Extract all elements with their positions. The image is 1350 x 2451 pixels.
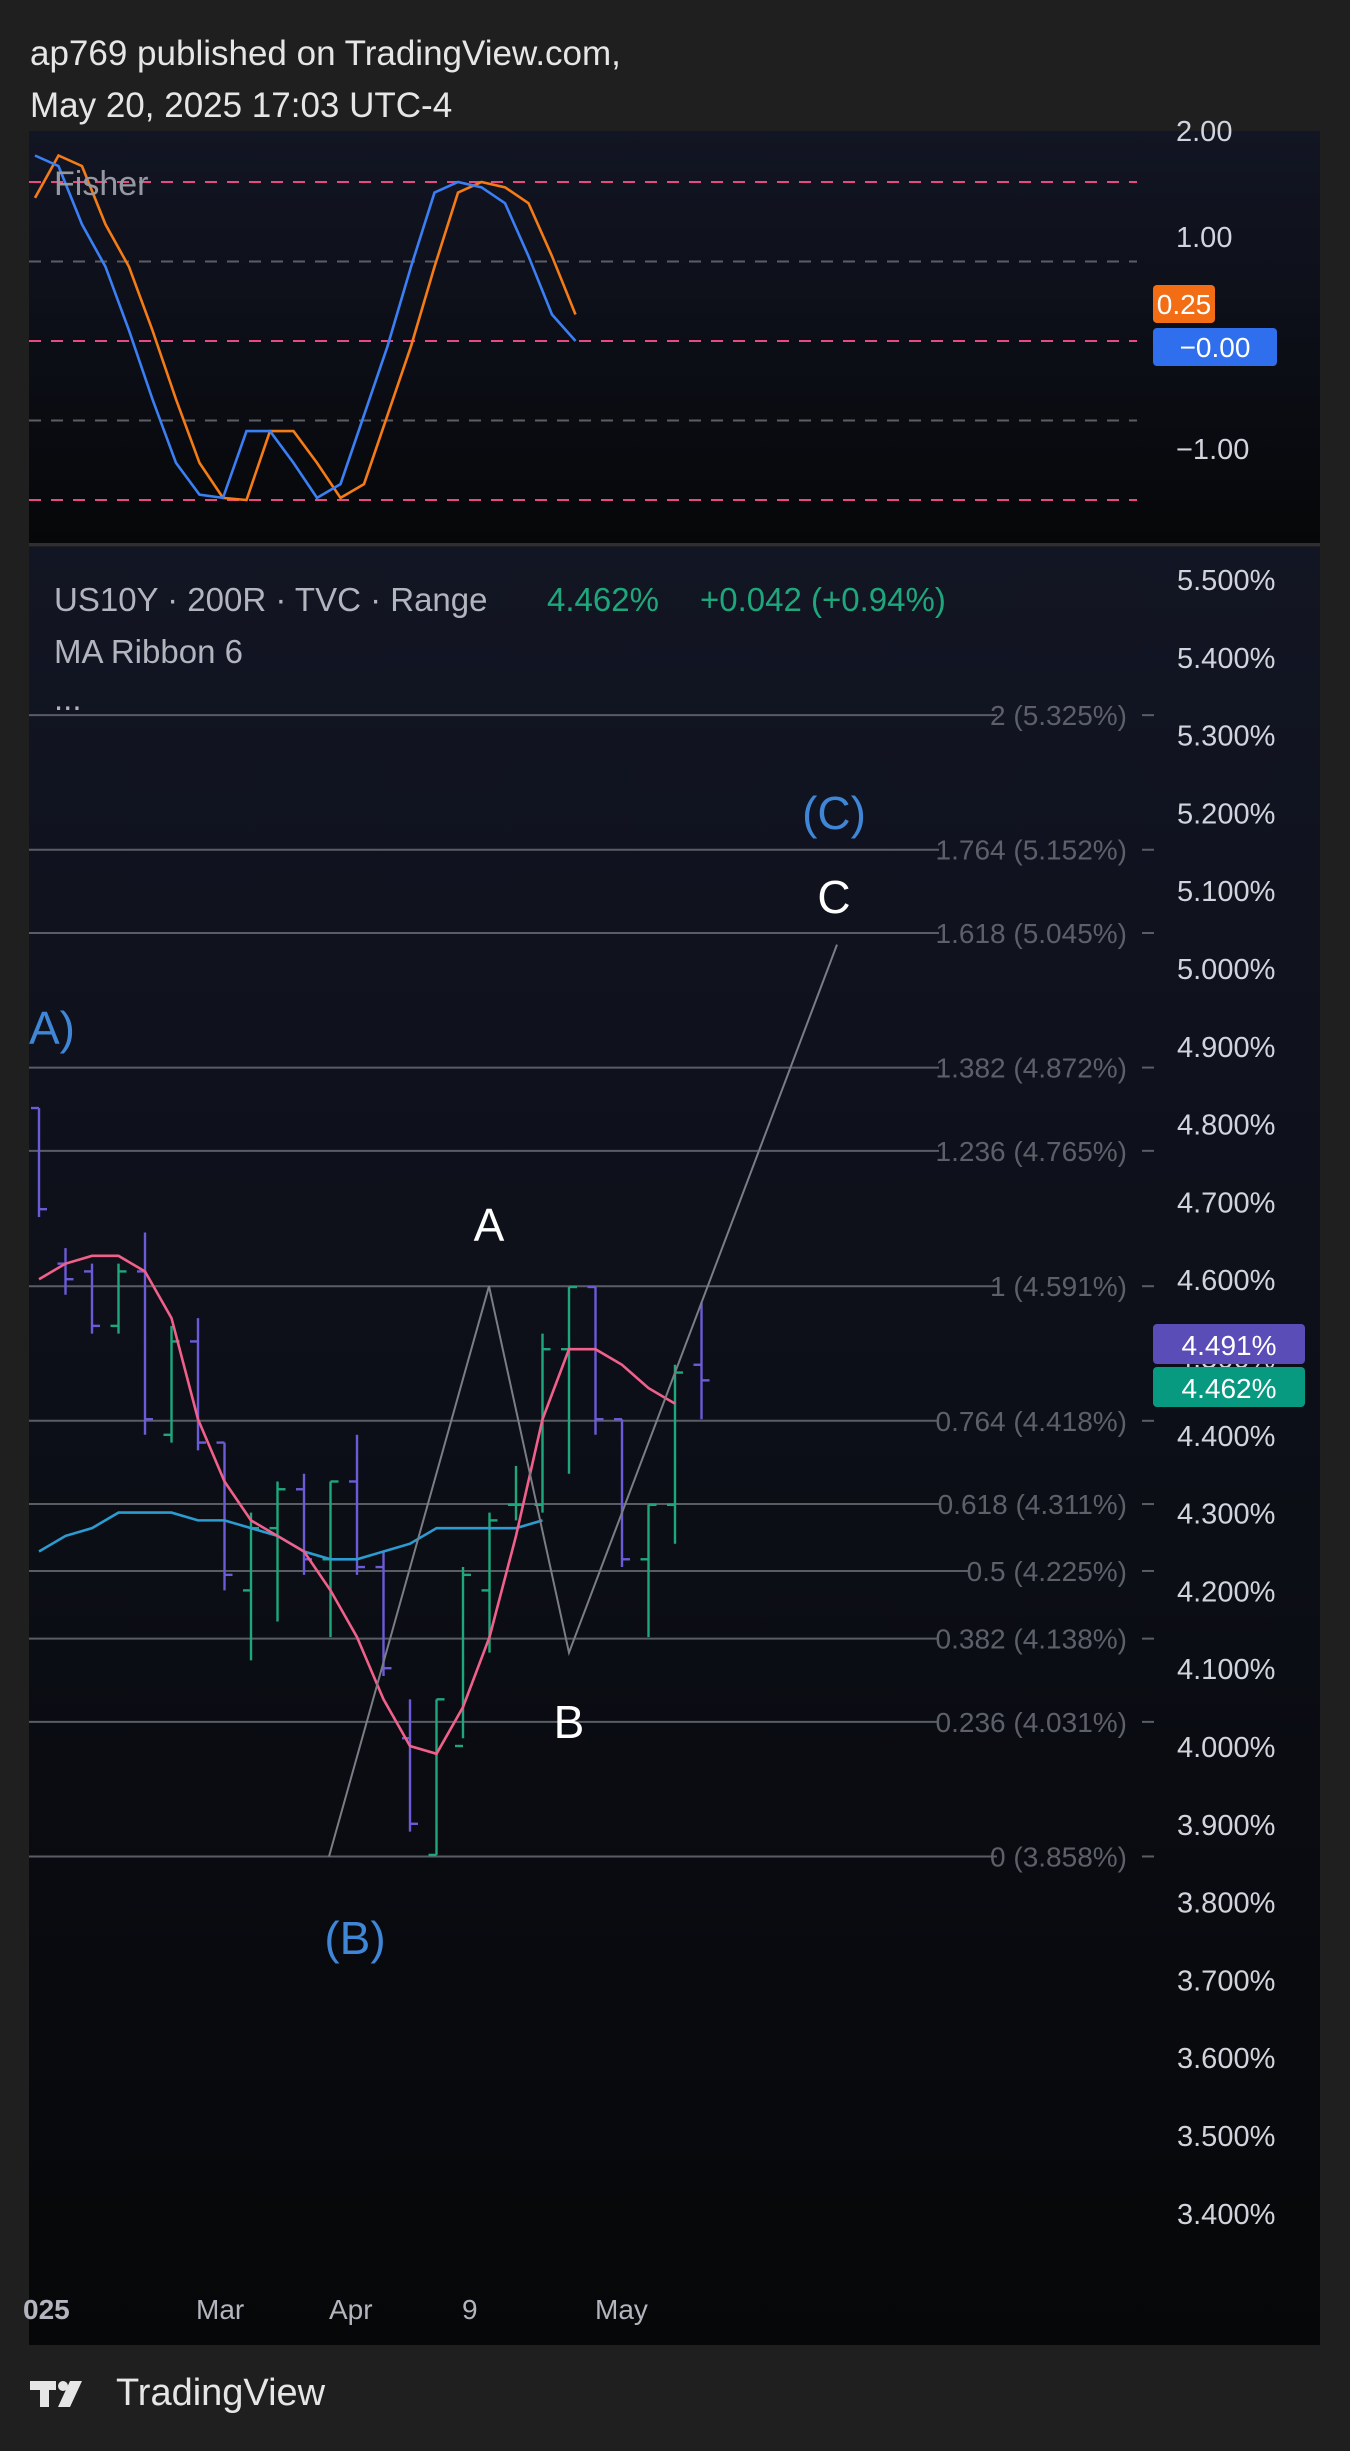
publish-date: May 20, 2025 17:03 UTC-4 [30, 86, 453, 125]
wave-projection-line [328, 944, 838, 1857]
pane-separator[interactable] [29, 543, 1320, 546]
publisher-line: ap769 published on TradingView.com, [30, 34, 621, 73]
fib-level-label: 1.764 (5.152%) [936, 835, 1127, 866]
wave-label-major-b: (B) [324, 1912, 385, 1964]
price-axis-tick: 3.700% [1177, 1965, 1275, 1997]
fisher-indicator-pane[interactable]: Fisher 2.00 1.00 −1.00 0.25 −0.00 [29, 116, 1320, 543]
fib-level-label: 0.5 (4.225%) [967, 1556, 1127, 1587]
time-axis-tick: 025 [23, 2294, 70, 2325]
price-axis-tick: 4.000% [1177, 1732, 1275, 1764]
tradingview-logo-icon [30, 2380, 82, 2407]
price-axis-tick: 4.200% [1177, 1576, 1275, 1608]
price-axis-tick: 5.000% [1177, 954, 1275, 986]
legend-more: ... [54, 680, 82, 717]
tradingview-logo[interactable]: TradingView [30, 2372, 325, 2415]
indicator-name: Fisher [54, 165, 148, 203]
wave-label-major-a: A) [29, 1002, 75, 1054]
time-axis-tick: Mar [196, 2294, 244, 2325]
legend-symbol: US10Y · 200R · TVC · Range [54, 581, 487, 618]
trigger-value-text: 0.25 [1157, 289, 1212, 320]
ma-ribbon-slow [38, 1511, 543, 1561]
fib-level-label: 0.764 (4.418%) [936, 1406, 1127, 1437]
price-axis-tick: 5.100% [1177, 876, 1275, 908]
fib-level-label: 0 (3.858%) [990, 1841, 1127, 1872]
fisher-line [34, 154, 577, 500]
wave-label-minor-a: A [474, 1199, 505, 1251]
fib-level-label: 1 (4.591%) [990, 1271, 1127, 1302]
price-axis-tick: 3.800% [1177, 1888, 1275, 1920]
ma-ribbon-fast [38, 1254, 676, 1756]
price-axis-tick: 5.300% [1177, 721, 1275, 753]
price-axis-tick: 4.400% [1177, 1421, 1275, 1453]
price-axis-tick: 5.200% [1177, 798, 1275, 830]
wave-label-minor-b: B [554, 1696, 585, 1748]
price-chart: 5.500% 5.400% 5.300% 5.200% 5.100% 5.000% 4.90… [23, 565, 1305, 2325]
price-axis-tick: 5.500% [1177, 565, 1275, 597]
fisher-axis-tick: 1.00 [1176, 222, 1232, 254]
fisher-chart: Fisher 2.00 1.00 −1.00 0.25 −0.00 [29, 116, 1277, 502]
legend-change: +0.042 (+0.94%) [700, 581, 946, 618]
wave-label-major-c: (C) [802, 787, 866, 839]
price-axis-tick: 4.700% [1177, 1187, 1275, 1219]
fisher-axis-tick: 2.00 [1176, 116, 1232, 148]
fib-level-label: 0.236 (4.031%) [936, 1707, 1127, 1738]
price-axis-tick: 3.600% [1177, 2043, 1275, 2075]
wave-label-minor-c: C [817, 871, 850, 923]
fib-level-label: 2 (5.325%) [990, 700, 1127, 731]
price-axis-tick: 5.400% [1177, 643, 1275, 675]
tradingview-wordmark: TradingView [116, 2372, 326, 2414]
price-axis-tick: 3.400% [1177, 2199, 1275, 2231]
trigger-value-badge [1153, 285, 1215, 323]
legend-price: 4.462% [547, 581, 659, 618]
price-axis-tick: 4.600% [1177, 1265, 1275, 1297]
time-axis-tick: 9 [462, 2294, 478, 2325]
fisher-value-text: −0.00 [1180, 332, 1251, 363]
price-axis-tick: 4.300% [1177, 1499, 1275, 1531]
time-axis-tick: May [595, 2294, 648, 2325]
price-axis-tick: 3.900% [1177, 1810, 1275, 1842]
fib-level-label: 1.236 (4.765%) [936, 1136, 1127, 1167]
fisher-trigger-line [33, 153, 577, 502]
last-price-text: 4.462% [1182, 1373, 1277, 1404]
ribbon-price-badge [1153, 1324, 1305, 1364]
price-axis-tick: 4.100% [1177, 1654, 1275, 1686]
publish-info: ap769 published on TradingView.com, May … [30, 28, 621, 132]
last-price-badge [1153, 1367, 1305, 1407]
price-axis-tick: 3.500% [1177, 2121, 1275, 2153]
fisher-axis-tick: −1.00 [1176, 434, 1249, 466]
fisher-value-badge [1153, 328, 1277, 366]
price-pane[interactable]: 5.500% 5.400% 5.300% 5.200% 5.100% 5.000% 4.90… [23, 547, 1320, 2345]
fib-level-label: 0.618 (4.311%) [938, 1489, 1127, 1520]
price-axis-tick: 4.900% [1177, 1032, 1275, 1064]
fib-level-label: 1.618 (5.045%) [936, 918, 1127, 949]
fib-level-label: 0.382 (4.138%) [936, 1624, 1127, 1655]
time-axis-tick: Apr [329, 2294, 373, 2325]
fib-level-label: 1.382 (4.872%) [936, 1053, 1127, 1084]
ribbon-price-text: 4.491% [1182, 1330, 1277, 1361]
legend-ribbon: MA Ribbon 6 [54, 633, 243, 670]
price-axis-tick: 4.800% [1177, 1110, 1275, 1142]
